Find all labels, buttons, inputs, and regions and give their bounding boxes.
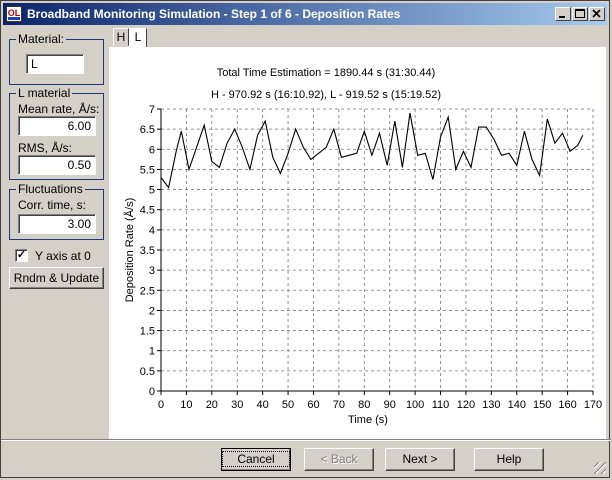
chart-title-line-2: H - 970.92 s (16:10.92), L - 919.52 s (1…: [211, 89, 441, 101]
material-input[interactable]: L: [26, 54, 84, 74]
x-tick-label: 160: [558, 399, 576, 411]
rms-label: RMS, Å/s:: [18, 141, 73, 155]
x-tick-label: 100: [406, 399, 424, 411]
deposition-rate-line: [160, 112, 584, 189]
footer-separator: [1, 439, 611, 441]
app-icon: OL: [6, 6, 22, 22]
x-tick-label: 110: [432, 399, 450, 411]
x-tick-label: 60: [307, 399, 319, 411]
minimize-button[interactable]: [555, 7, 571, 21]
y-tick-label: 2: [149, 305, 155, 317]
x-tick-label: 120: [457, 399, 475, 411]
x-axis-label: Time (s): [348, 414, 388, 426]
x-tick-label: 50: [282, 399, 294, 411]
x-tick-label: 10: [180, 399, 192, 411]
chart-grid: [161, 108, 594, 391]
y-tick-label: 7: [149, 104, 155, 116]
y-tick-label: 1: [149, 346, 155, 358]
fluctuations-group: Fluctuations Corr. time, s: 3.00: [9, 182, 104, 240]
y-tick-label: 2.5: [140, 285, 155, 297]
fluctuations-group-label: Fluctuations: [16, 182, 85, 196]
y-tick-label: 3: [149, 265, 155, 277]
x-tick-label: 170: [584, 399, 602, 411]
x-tick-label: 150: [533, 399, 551, 411]
help-button[interactable]: Help: [474, 448, 544, 471]
back-button[interactable]: < Back: [304, 448, 374, 471]
close-icon: [592, 9, 601, 18]
x-tick-label: 130: [482, 399, 500, 411]
app-icon-text: OL: [7, 8, 21, 18]
chart-series: [160, 112, 584, 189]
y-tick-label: 4: [149, 225, 155, 237]
x-tick-label: 0: [158, 399, 164, 411]
y-tick-label: 6.5: [140, 124, 155, 136]
corr-time-input[interactable]: 3.00: [18, 214, 96, 234]
minimize-icon: [559, 16, 565, 18]
next-button[interactable]: Next >: [385, 448, 455, 471]
y-tick-label: 6: [149, 144, 155, 156]
y-axis-checkbox-label: Y axis at 0: [35, 249, 91, 263]
rms-input[interactable]: 0.50: [18, 155, 96, 175]
y-tick-label: 0: [149, 386, 155, 398]
resize-grip[interactable]: [594, 462, 606, 474]
corr-time-label: Corr. time, s:: [18, 198, 87, 212]
x-tick-label: 70: [333, 399, 345, 411]
deposition-rate-chart: Total Time Estimation = 1890.44 s (31:30…: [123, 67, 602, 426]
l-material-group-label: L material: [16, 86, 73, 100]
x-tick-label: 30: [231, 399, 243, 411]
maximize-icon: [575, 9, 585, 18]
material-group: Material: L: [9, 32, 104, 85]
chart-axes: 0 10 20 30 40 50 60 70 80 90 100 110 120 130 140 150 160…: [140, 104, 602, 411]
y-axis-label: Deposition Rate (Å/s): [123, 198, 136, 303]
y-axis-checkbox[interactable]: ✓: [15, 249, 28, 262]
maximize-button[interactable]: [572, 7, 588, 21]
x-tick-label: 140: [508, 399, 526, 411]
app-icon-stripe: [8, 17, 20, 20]
window-title: Broadband Monitoring Simulation - Step 1…: [27, 7, 401, 21]
y-tick-label: 5: [149, 185, 155, 197]
cancel-button-label: Cancel: [222, 451, 290, 467]
y-tick-label: 3.5: [140, 245, 155, 257]
tab-l[interactable]: L: [129, 28, 147, 48]
y-tick-label: 1.5: [140, 326, 155, 338]
close-button[interactable]: [589, 7, 605, 21]
x-tick-label: 90: [384, 399, 396, 411]
rndm-update-button[interactable]: Rndm & Update: [9, 267, 104, 289]
y-tick-label: 0.5: [140, 366, 155, 378]
x-tick-label: 40: [257, 399, 269, 411]
x-tick-label: 80: [358, 399, 370, 411]
y-tick-label: 5.5: [140, 164, 155, 176]
tab-h[interactable]: H: [113, 28, 129, 46]
l-material-group: L material Mean rate, Å/s: 6.00 RMS, Å/s…: [9, 86, 104, 180]
x-tick-label: 20: [206, 399, 218, 411]
y-tick-label: 4.5: [140, 205, 155, 217]
mean-rate-input[interactable]: 6.00: [18, 116, 96, 136]
material-group-label: Material:: [16, 32, 67, 46]
title-bar[interactable]: OL Broadband Monitoring Simulation - Ste…: [3, 3, 607, 25]
chart-panel: Total Time Estimation = 1890.44 s (31:30…: [109, 47, 606, 440]
cancel-button[interactable]: Cancel: [221, 448, 291, 471]
chart-title-line-1: Total Time Estimation = 1890.44 s (31:30…: [217, 67, 436, 79]
mean-rate-label: Mean rate, Å/s:: [18, 102, 100, 116]
